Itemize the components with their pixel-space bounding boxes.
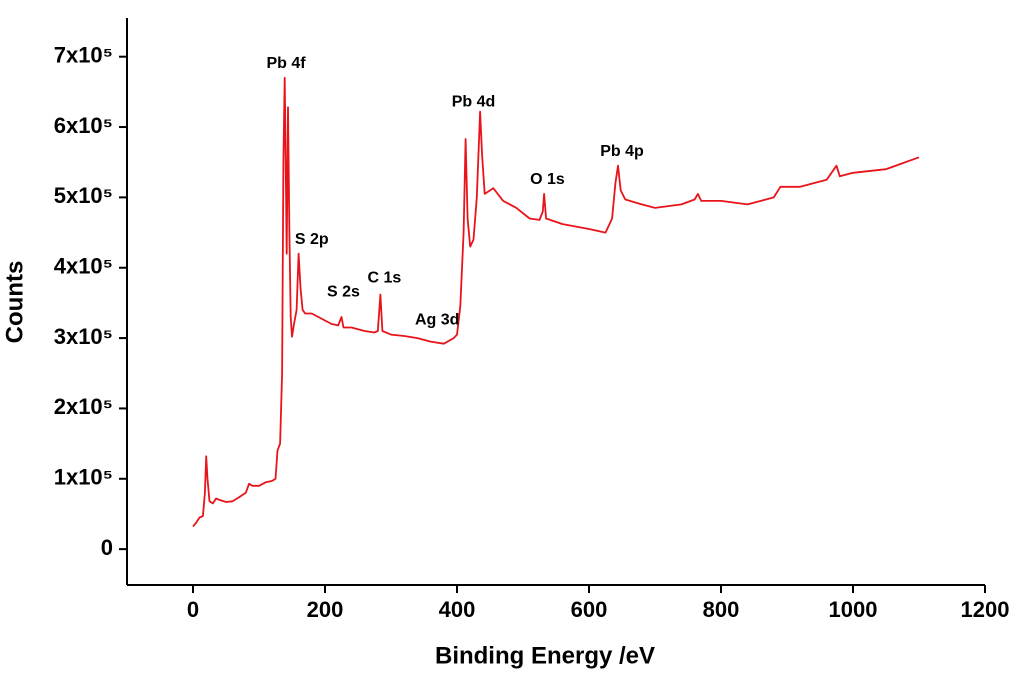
y-tick-label: 5x10⁵ [54,183,113,208]
x-tick-label: 800 [703,597,740,622]
peak-label: Ag 3d [415,312,459,329]
peak-label: Pb 4d [452,94,496,111]
peak-label: S 2p [295,231,329,248]
y-tick-label: 6x10⁵ [54,113,113,138]
x-tick-label: 200 [307,597,344,622]
peak-label: Pb 4f [266,55,306,72]
x-tick-label: 400 [439,597,476,622]
peak-label: S 2s [327,284,360,301]
spectrum-line [192,76,920,528]
y-tick-label: 0 [101,535,113,560]
y-tick-label: 7x10⁵ [54,43,113,68]
peak-label: Pb 4p [600,143,644,160]
peak-label: C 1s [368,270,402,287]
y-tick-label: 2x10⁵ [54,394,113,419]
y-tick-label: 4x10⁵ [54,254,113,279]
y-tick-label: 3x10⁵ [54,324,113,349]
y-tick-label: 1x10⁵ [54,465,113,490]
x-tick-label: 600 [571,597,608,622]
x-tick-label: 0 [187,597,199,622]
x-axis-title: Binding Energy /eV [435,642,655,669]
x-tick-label: 1000 [829,597,878,622]
y-axis-title: Counts [1,261,28,344]
x-tick-label: 1200 [961,597,1010,622]
peak-label: O 1s [530,171,565,188]
